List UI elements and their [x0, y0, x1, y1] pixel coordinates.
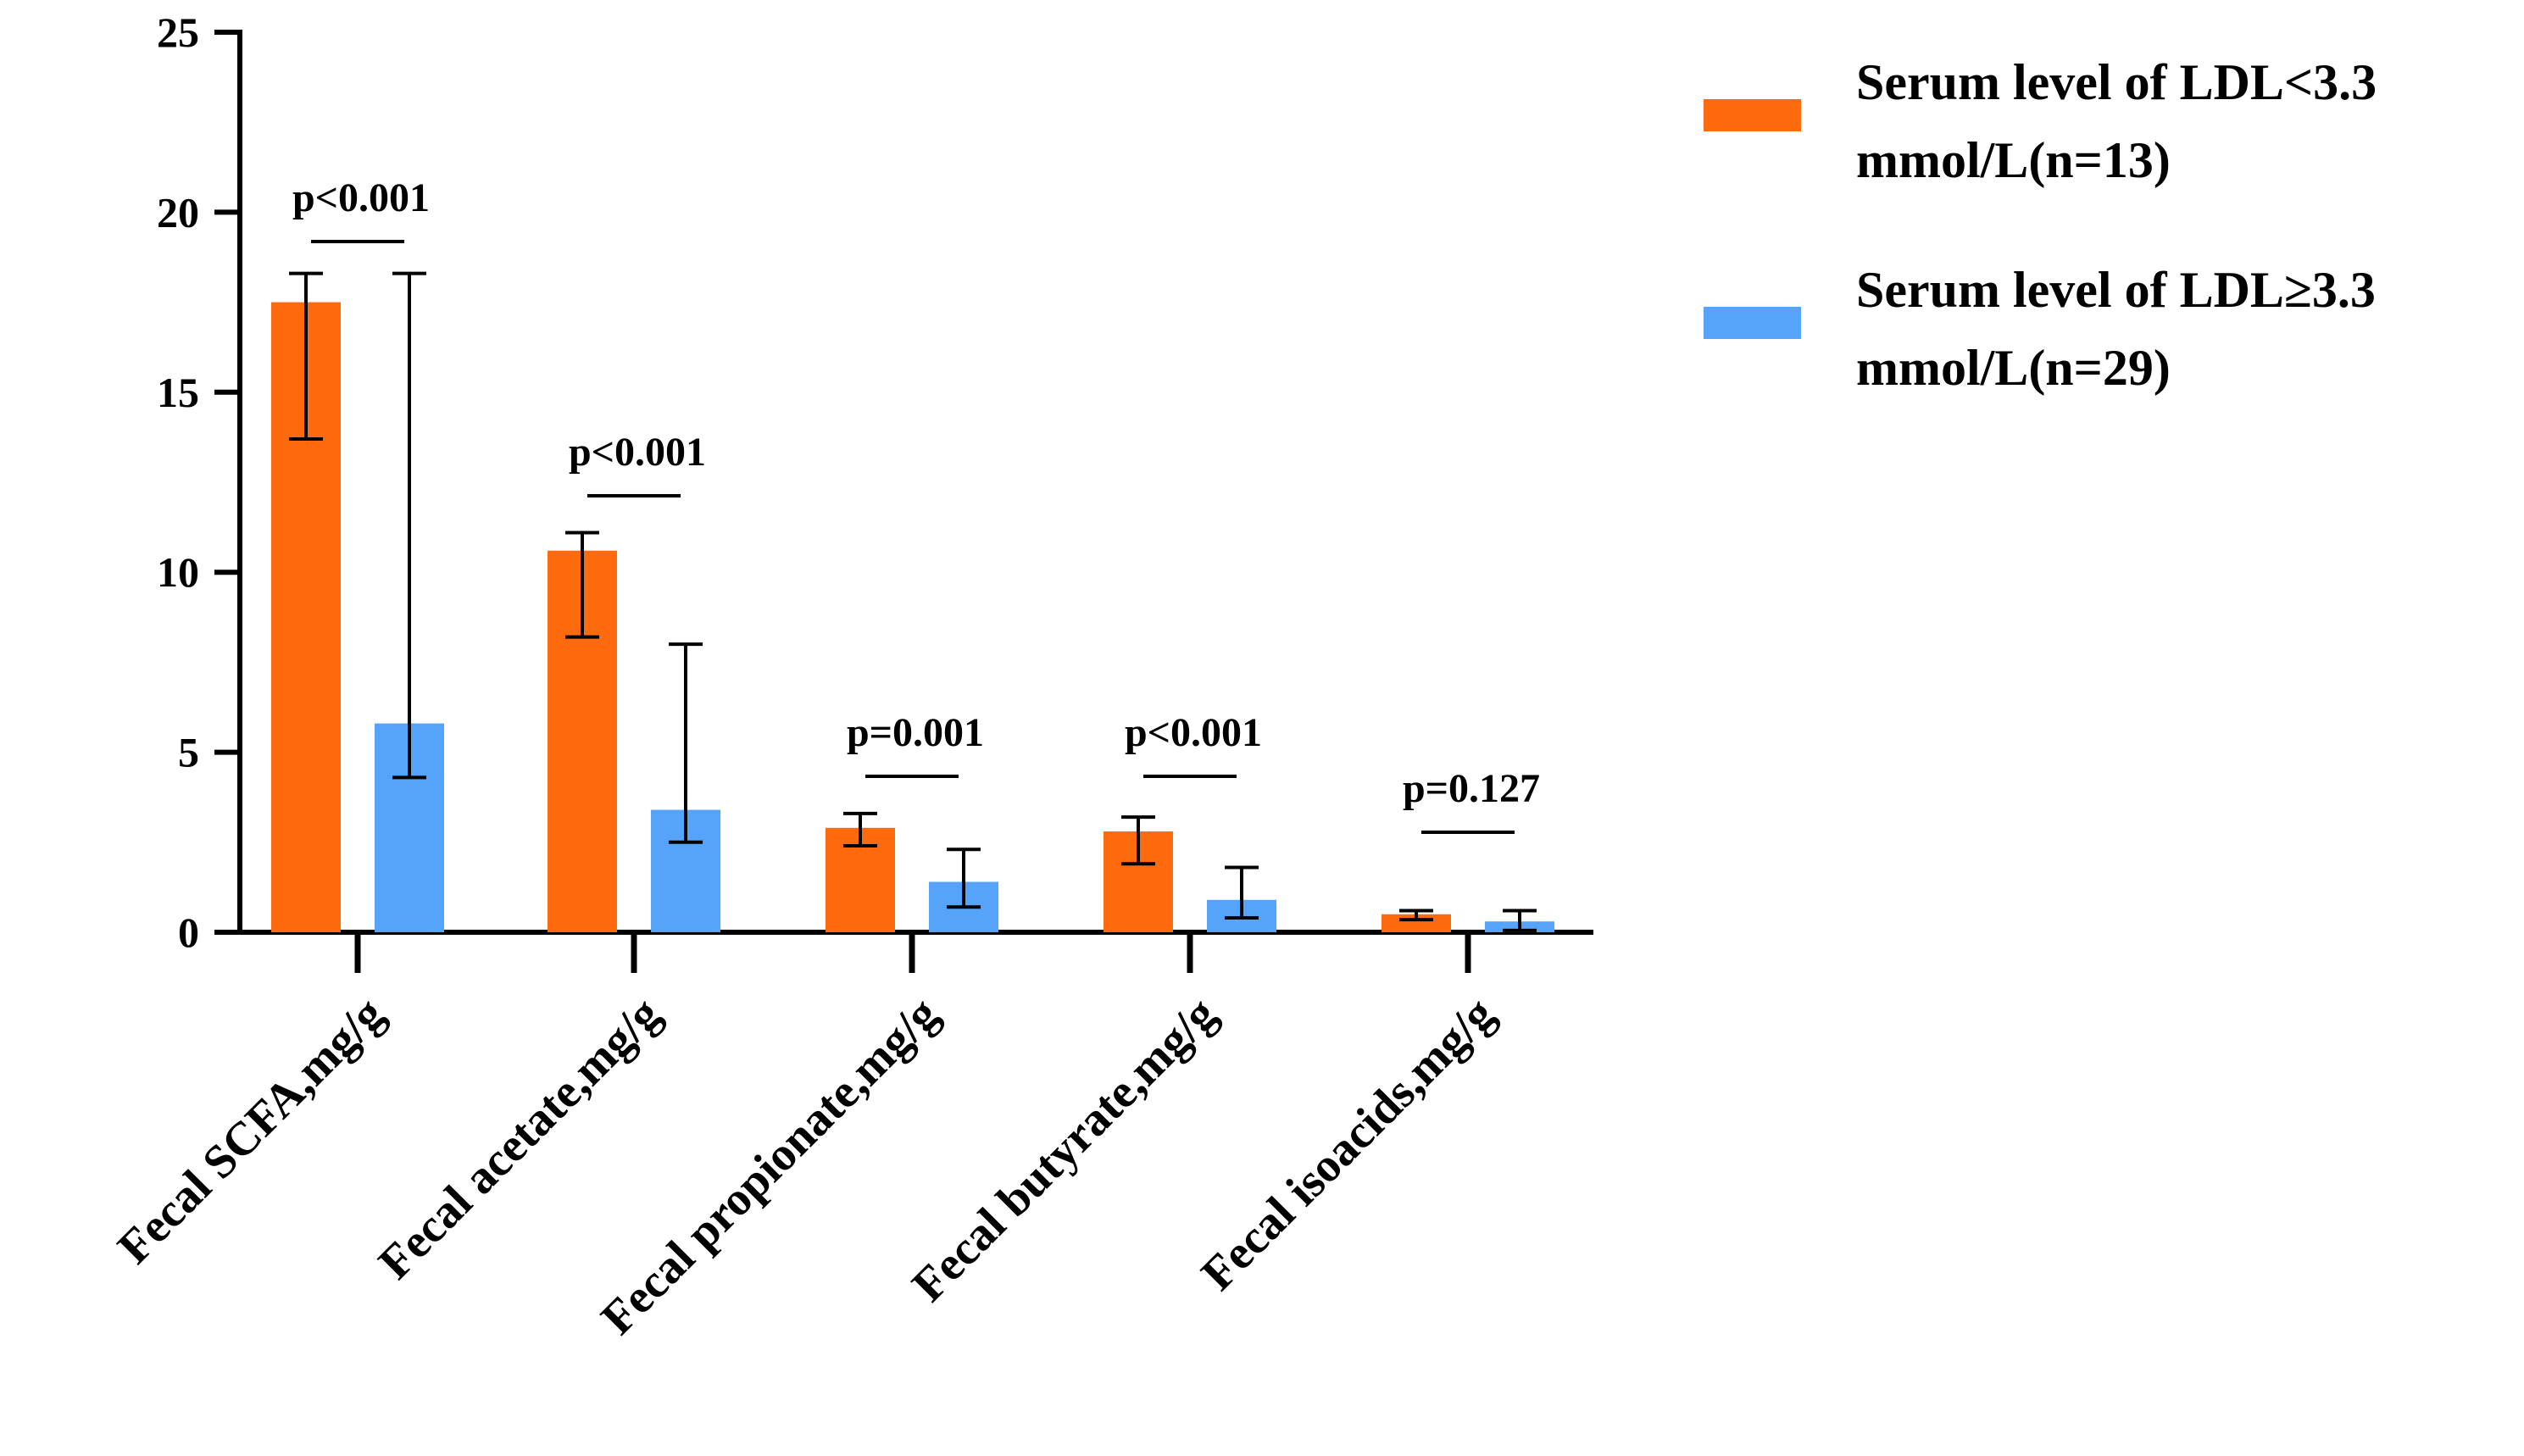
p-value-label: p<0.001 — [1125, 710, 1262, 755]
axes: 0 5 10 15 20 25 — [157, 8, 1593, 973]
legend-label: Serum level of LDL<3.3 — [1856, 54, 2377, 110]
legend-label: Serum level of LDL≥3.3 — [1856, 262, 2376, 318]
legend-label: mmol/L(n=29) — [1856, 340, 2171, 396]
y-tick-label: 0 — [178, 909, 199, 956]
y-tick-label: 20 — [157, 188, 199, 236]
bars — [271, 302, 1554, 933]
x-tick-label: Fecal butyrate,mg/g — [903, 987, 1227, 1312]
x-tick-label: Fecal acetate,mg/g — [369, 987, 670, 1289]
x-tick-label: Fecal isoacids,mg/g — [1192, 987, 1504, 1300]
p-value-label: p<0.001 — [569, 430, 706, 475]
y-tick-label: 10 — [157, 548, 199, 596]
legend-swatch — [1704, 99, 1801, 131]
legend: Serum level of LDL<3.3 mmol/L(n=13) Serum … — [1704, 54, 2377, 396]
p-value-annotations: p<0.001 p<0.001 p=0.001 p<0.001 p=0.127 — [292, 175, 1540, 834]
y-tick-label: 5 — [178, 729, 199, 776]
p-value-label: p=0.127 — [1403, 766, 1540, 811]
bar — [1382, 914, 1451, 932]
x-tick-label: Fecal SCFA,mg/g — [108, 987, 394, 1274]
p-value-label: p=0.001 — [847, 710, 984, 755]
p-value-label: p<0.001 — [292, 175, 430, 220]
y-tick-label: 15 — [157, 369, 199, 416]
error-bars — [289, 271, 1537, 932]
y-tick-label: 25 — [157, 8, 199, 56]
legend-swatch — [1704, 307, 1801, 339]
legend-label: mmol/L(n=13) — [1856, 132, 2171, 188]
